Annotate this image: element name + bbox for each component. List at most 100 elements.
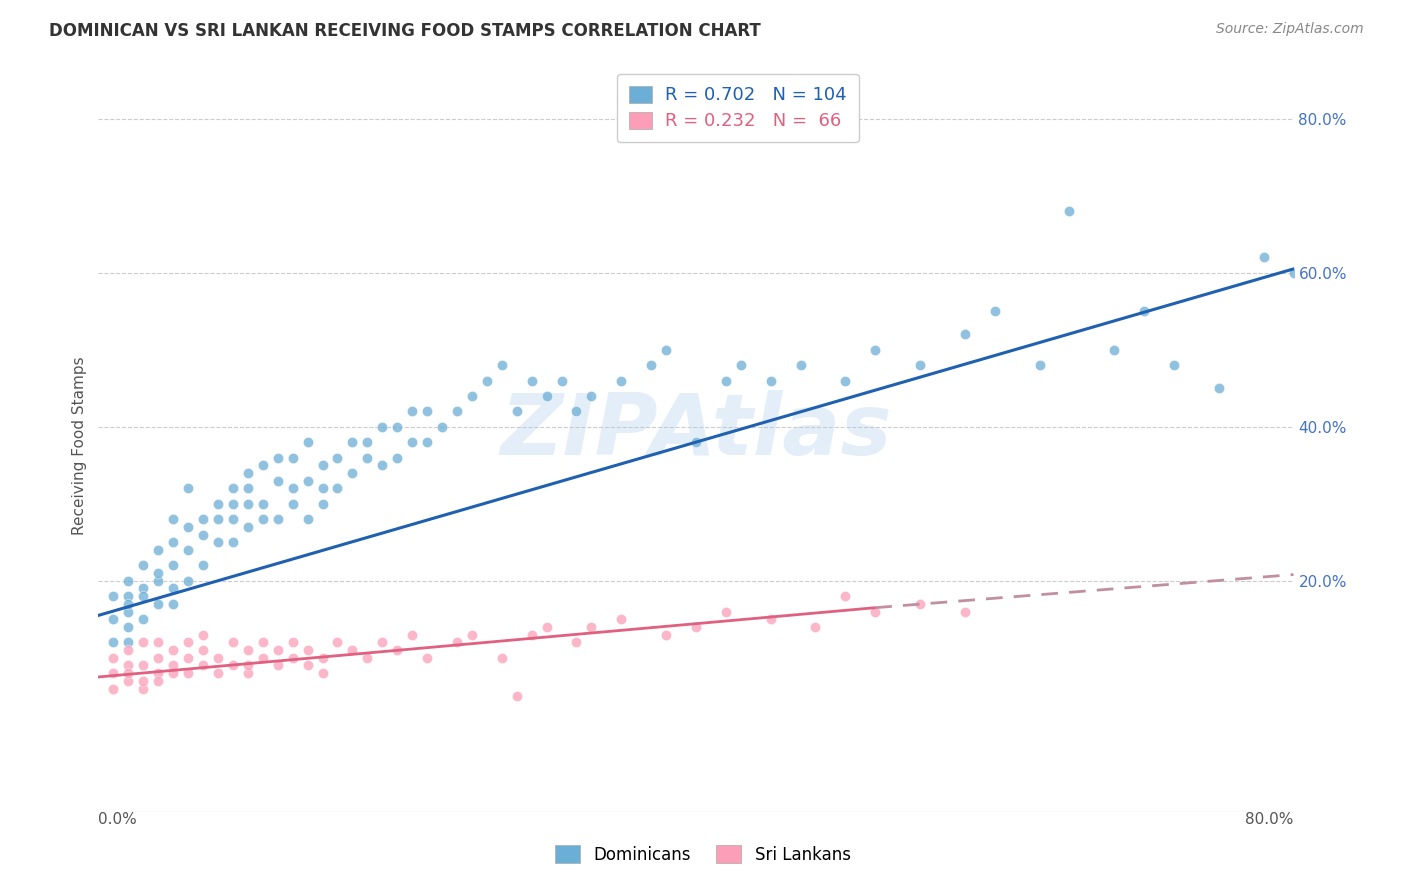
Point xyxy=(506,404,529,418)
Point xyxy=(103,650,125,665)
Point xyxy=(191,558,214,573)
Point xyxy=(117,643,139,657)
Point xyxy=(132,681,155,696)
Point xyxy=(117,635,139,649)
Point xyxy=(865,343,887,357)
Point xyxy=(222,635,245,649)
Point xyxy=(132,589,155,603)
Point xyxy=(371,635,394,649)
Point xyxy=(311,666,333,681)
Point xyxy=(252,650,274,665)
Point xyxy=(148,673,170,688)
Point xyxy=(177,520,200,534)
Point xyxy=(581,389,603,403)
Point xyxy=(267,643,290,657)
Point xyxy=(640,358,662,372)
Point xyxy=(506,690,529,704)
Point xyxy=(162,582,184,596)
Point xyxy=(297,474,319,488)
Text: DOMINICAN VS SRI LANKAN RECEIVING FOOD STAMPS CORRELATION CHART: DOMINICAN VS SRI LANKAN RECEIVING FOOD S… xyxy=(49,22,761,40)
Point xyxy=(236,643,259,657)
Point xyxy=(1059,204,1081,219)
Point xyxy=(132,582,155,596)
Point xyxy=(103,589,125,603)
Point xyxy=(132,658,155,673)
Point xyxy=(177,543,200,558)
Point xyxy=(162,558,184,573)
Point xyxy=(759,374,782,388)
Point xyxy=(162,597,184,611)
Point xyxy=(222,481,245,495)
Point xyxy=(1104,343,1126,357)
Point xyxy=(207,535,229,549)
Point xyxy=(236,666,259,681)
Point xyxy=(148,566,170,580)
Point xyxy=(610,612,633,626)
Point xyxy=(953,327,976,342)
Point xyxy=(371,419,394,434)
Point xyxy=(520,627,543,641)
Point xyxy=(311,650,333,665)
Point xyxy=(148,650,170,665)
Point xyxy=(685,620,707,634)
Point xyxy=(908,597,931,611)
Point xyxy=(475,374,498,388)
Point xyxy=(148,543,170,558)
Point xyxy=(162,658,184,673)
Point xyxy=(401,627,423,641)
Point xyxy=(236,520,259,534)
Point xyxy=(416,404,439,418)
Point xyxy=(117,620,139,634)
Point xyxy=(1253,251,1275,265)
Point xyxy=(714,605,737,619)
Point xyxy=(222,658,245,673)
Point xyxy=(342,643,364,657)
Point xyxy=(385,450,409,465)
Point xyxy=(342,466,364,480)
Point xyxy=(1312,281,1334,295)
Point xyxy=(236,466,259,480)
Point xyxy=(865,605,887,619)
Point xyxy=(132,673,155,688)
Point xyxy=(297,435,319,450)
Point xyxy=(148,635,170,649)
Point xyxy=(222,512,245,526)
Point xyxy=(236,481,259,495)
Point xyxy=(117,589,139,603)
Point xyxy=(491,358,513,372)
Point xyxy=(834,374,856,388)
Point xyxy=(236,497,259,511)
Point xyxy=(132,558,155,573)
Point xyxy=(191,643,214,657)
Text: Source: ZipAtlas.com: Source: ZipAtlas.com xyxy=(1216,22,1364,37)
Point xyxy=(252,635,274,649)
Point xyxy=(103,666,125,681)
Point xyxy=(356,650,378,665)
Point xyxy=(177,481,200,495)
Point xyxy=(789,358,811,372)
Point xyxy=(148,666,170,681)
Point xyxy=(297,512,319,526)
Point xyxy=(311,497,333,511)
Point xyxy=(1028,358,1050,372)
Point xyxy=(281,635,304,649)
Point xyxy=(446,404,468,418)
Point xyxy=(297,643,319,657)
Point xyxy=(148,597,170,611)
Point xyxy=(655,343,678,357)
Point xyxy=(281,650,304,665)
Text: 0.0%: 0.0% xyxy=(98,812,138,827)
Point xyxy=(401,435,423,450)
Point xyxy=(117,597,139,611)
Point xyxy=(117,673,139,688)
Point xyxy=(1133,304,1156,318)
Point xyxy=(326,481,349,495)
Point xyxy=(804,620,827,634)
Point xyxy=(430,419,453,434)
Point xyxy=(281,481,304,495)
Point xyxy=(191,627,214,641)
Point xyxy=(326,635,349,649)
Point xyxy=(984,304,1007,318)
Point xyxy=(461,627,484,641)
Point xyxy=(714,374,737,388)
